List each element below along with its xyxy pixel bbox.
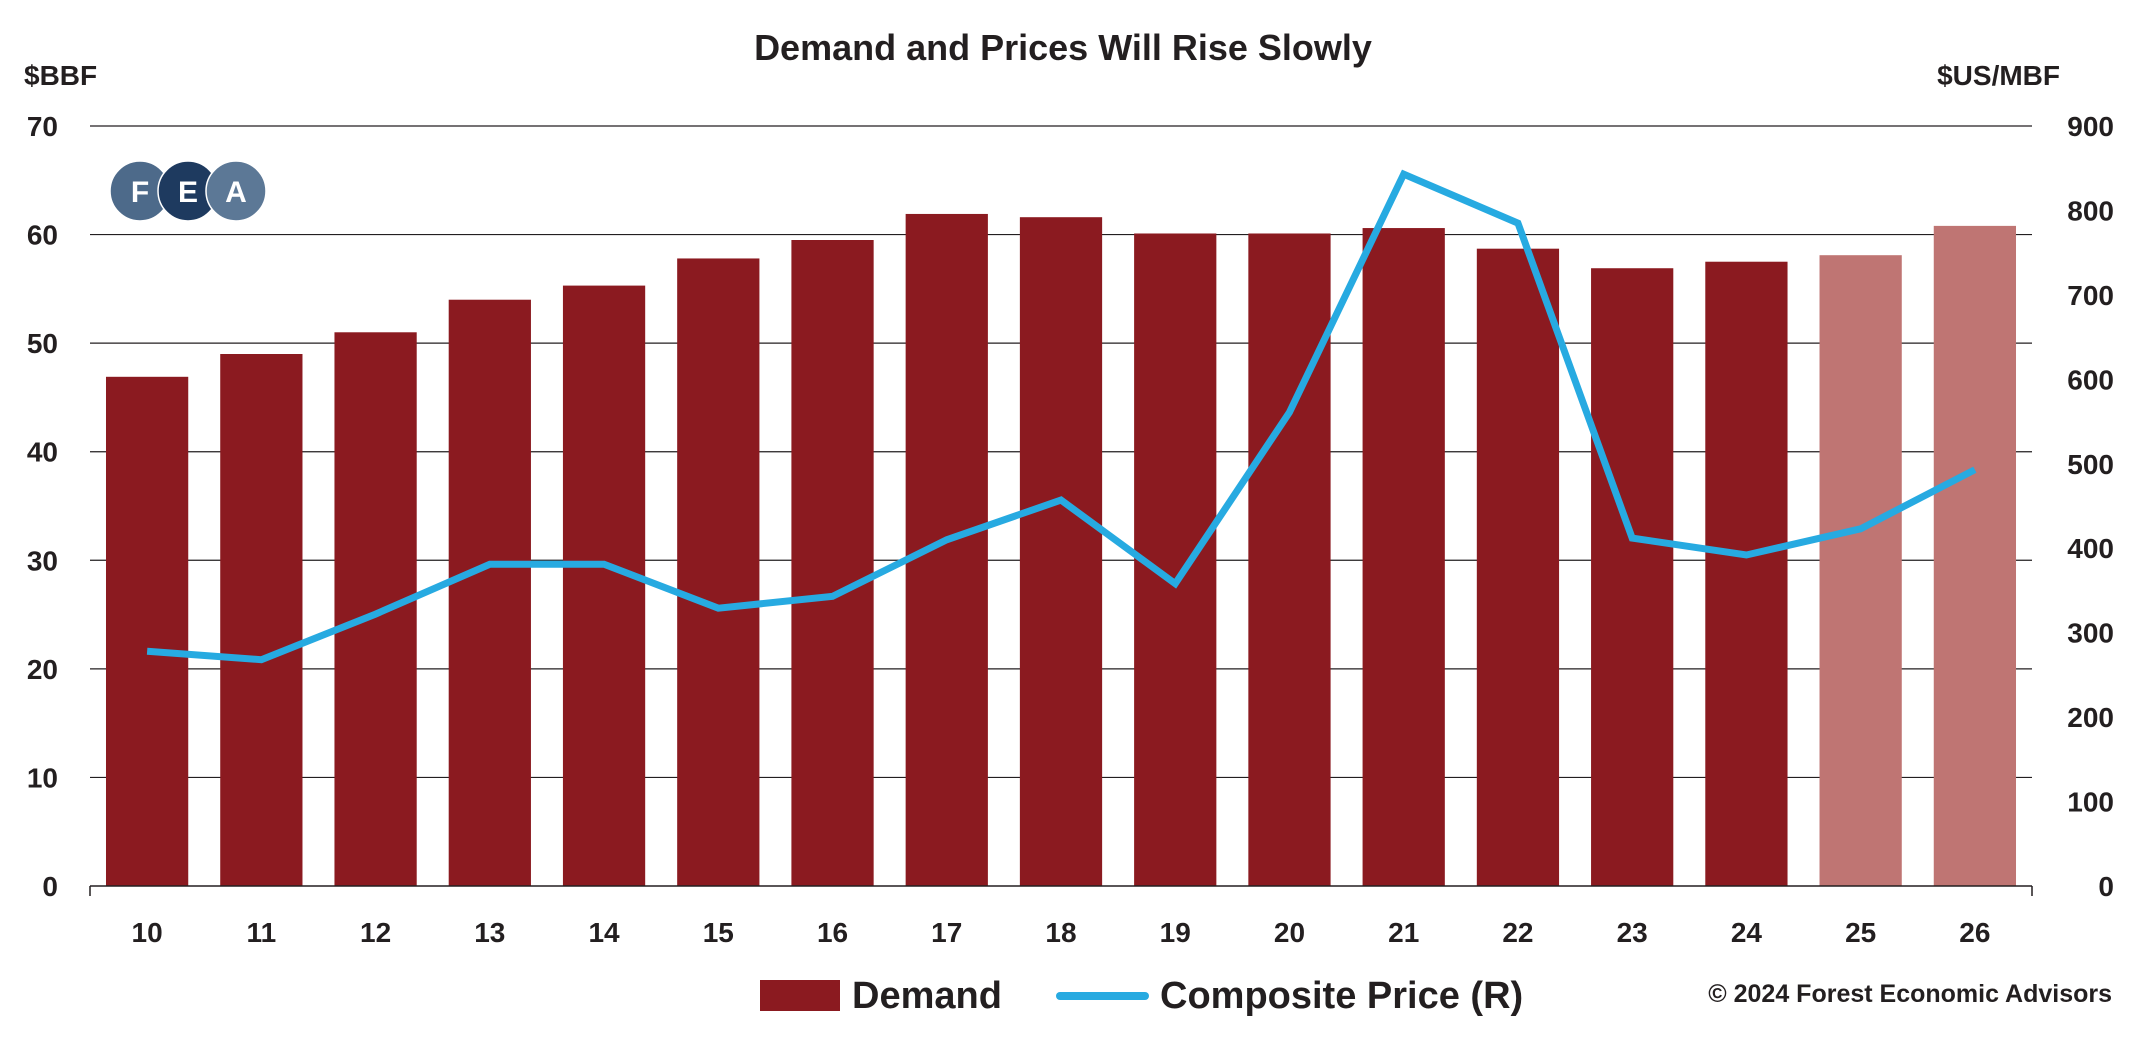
bar-18	[1019, 217, 1103, 886]
y-left-tick-label: 60	[27, 220, 58, 251]
bar-25	[1819, 255, 1902, 886]
bar-20	[1248, 233, 1331, 886]
y-right-axis-label: $US/MBF	[1937, 60, 2060, 91]
x-tick-label: 16	[817, 917, 848, 948]
y-right-tick-label: 600	[2067, 364, 2114, 395]
logo-letter: F	[131, 176, 149, 209]
bar-16	[791, 240, 874, 886]
bar-11	[220, 354, 303, 886]
x-tick-label: 21	[1388, 917, 1419, 948]
logo-letter: E	[178, 176, 198, 209]
bar-23	[1591, 268, 1674, 886]
bar-10	[105, 376, 189, 886]
x-tick-label: 17	[931, 917, 962, 948]
x-tick-label: 15	[703, 917, 734, 948]
y-left-tick-label: 20	[27, 654, 58, 685]
x-tick-label: 14	[588, 917, 620, 948]
y-right-tick-label: 100	[2067, 787, 2114, 818]
bar-22	[1476, 248, 1560, 886]
x-tick-label: 26	[1959, 917, 1990, 948]
y-left-tick-label: 10	[27, 762, 58, 793]
bars-group	[105, 213, 2017, 887]
bar-13	[448, 299, 531, 886]
y-right-tick-label: 500	[2067, 449, 2114, 480]
x-tick-label: 23	[1617, 917, 1648, 948]
legend-price-label: Composite Price (R)	[1160, 975, 1523, 1017]
y-right-tick-label: 700	[2067, 280, 2114, 311]
bar-21	[1362, 228, 1445, 887]
x-tick-label: 19	[1160, 917, 1191, 948]
x-tick-label: 11	[247, 917, 277, 948]
bar-12	[334, 332, 417, 886]
legend-demand-swatch	[760, 980, 840, 1011]
y-left-tick-label: 0	[42, 871, 58, 902]
y-right-tick-label: 0	[2098, 871, 2114, 902]
y-left-tick-label: 70	[27, 111, 58, 142]
tick-labels-group: 0102030405060700100200300400500600700800…	[27, 111, 2114, 948]
x-tick-label: 24	[1731, 917, 1763, 948]
logo-letter: A	[225, 176, 247, 209]
y-left-axis-label: $BBF	[24, 60, 97, 91]
bar-15	[677, 258, 760, 886]
bar-14	[562, 285, 646, 887]
chart-title: Demand and Prices Will Rise Slowly	[754, 27, 1372, 68]
x-tick-label: 25	[1845, 917, 1876, 948]
axes-group	[89, 885, 2033, 896]
y-right-tick-label: 400	[2067, 533, 2114, 564]
x-tick-label: 12	[360, 917, 391, 948]
x-tick-label: 18	[1045, 917, 1076, 948]
copyright-text: © 2024 Forest Economic Advisors	[1708, 980, 2112, 1008]
y-right-tick-label: 300	[2067, 618, 2114, 649]
x-tick-label: 22	[1502, 917, 1533, 948]
y-right-tick-label: 800	[2067, 195, 2114, 226]
bar-24	[1705, 261, 1788, 886]
bar-26	[1933, 225, 2017, 886]
logo-circle	[205, 160, 267, 222]
y-right-tick-label: 900	[2067, 111, 2114, 142]
x-tick-label: 13	[474, 917, 505, 948]
x-tick-label: 10	[132, 917, 163, 948]
price-line-group	[146, 169, 1977, 664]
y-right-tick-label: 200	[2067, 702, 2114, 733]
y-left-tick-label: 30	[27, 545, 58, 576]
y-left-tick-label: 50	[27, 328, 58, 359]
x-tick-label: 20	[1274, 917, 1305, 948]
y-left-tick-label: 40	[27, 437, 58, 468]
legend-demand-label: Demand	[852, 975, 1002, 1017]
bar-17	[905, 213, 988, 886]
legend: Demand Composite Price (R)	[760, 975, 1523, 1017]
